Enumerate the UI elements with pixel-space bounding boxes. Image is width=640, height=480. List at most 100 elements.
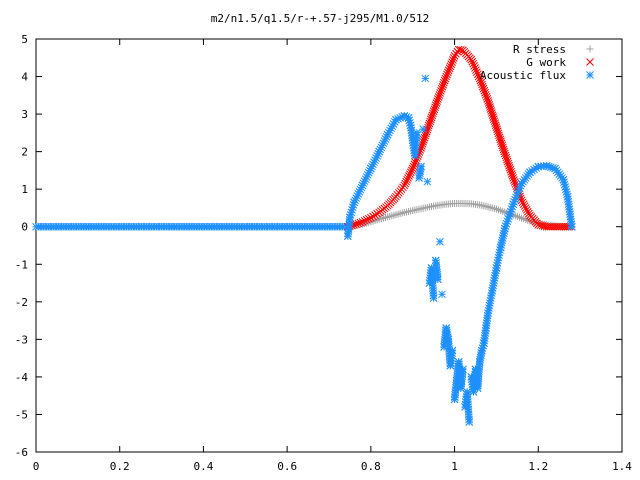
g-work-point [506, 165, 515, 174]
acoustic-flux-point [567, 222, 576, 231]
y-tick-label: 2 [21, 146, 28, 159]
g-work-point [407, 166, 416, 175]
g-work-point [419, 137, 428, 146]
g-work-point [420, 135, 428, 144]
g-work-point [467, 55, 476, 64]
g-work-point [502, 153, 511, 162]
g-work-point [367, 213, 375, 222]
g-work-point [504, 159, 513, 168]
y-tick-label: -4 [15, 371, 29, 384]
g-work-point [523, 207, 532, 216]
g-work-point [452, 49, 460, 58]
g-work-point [519, 200, 528, 209]
y-tick-label: 0 [21, 221, 28, 234]
x-tick-label: 0 [33, 460, 40, 473]
y-tick-label: 5 [21, 33, 28, 46]
x-tick-label: 0.2 [110, 460, 130, 473]
g-work-point [482, 93, 491, 101]
g-work-point [503, 157, 512, 166]
acoustic-flux-baseline [32, 222, 352, 231]
g-work-point [481, 90, 490, 99]
g-work-point [437, 87, 445, 95]
g-work-point [369, 212, 377, 221]
y-tick-label: -3 [15, 333, 28, 346]
g-work-point [362, 215, 371, 224]
acoustic-flux-point [417, 162, 425, 171]
g-work-point [442, 72, 451, 81]
g-work-point [358, 217, 367, 226]
g-work-point [431, 103, 439, 112]
g-work-point [444, 68, 452, 77]
g-work-point [483, 95, 492, 103]
acoustic-flux-point [459, 365, 467, 374]
legend-marker [586, 71, 594, 79]
g-work-point [471, 64, 479, 72]
g-work-point [443, 70, 451, 79]
g-work-point [435, 91, 444, 99]
acoustic-flux-point [429, 294, 438, 302]
g-work-point [444, 66, 453, 75]
g-work-point [364, 214, 373, 223]
g-work-point [406, 170, 414, 179]
axis-ticks [35, 38, 623, 453]
g-work-point [472, 66, 480, 74]
g-work-point [505, 163, 514, 172]
acoustic-flux-point [413, 129, 421, 137]
g-work-point [517, 196, 526, 205]
plot-frame [35, 38, 623, 453]
g-work-point [424, 123, 432, 132]
series-2 [343, 74, 576, 426]
g-work-point [409, 162, 418, 171]
g-work-point [427, 113, 436, 122]
g-work-point [440, 78, 448, 87]
g-work-point [403, 175, 411, 184]
acoustic-flux-point [438, 290, 446, 299]
x-tick-label: 0.4 [193, 460, 213, 473]
g-work-point [476, 76, 485, 85]
y-tick-label: 3 [21, 108, 28, 121]
x-tick-label: 0.6 [277, 460, 297, 473]
g-work-point [407, 168, 415, 177]
g-work-point [478, 80, 486, 89]
g-work-point [426, 117, 435, 126]
chart-marks [32, 45, 576, 426]
g-work-point [509, 174, 518, 182]
g-work-point [469, 59, 478, 68]
g-work-point [448, 58, 456, 66]
legend-marker [586, 45, 594, 53]
g-work-point [425, 119, 434, 128]
y-tick-label: -6 [15, 446, 28, 459]
g-work-point [360, 216, 369, 225]
acoustic-flux-point [433, 275, 442, 284]
g-work-point [518, 198, 527, 207]
g-work-point [420, 133, 429, 142]
y-tick-label: -1 [15, 258, 28, 271]
g-work-point [431, 101, 440, 110]
y-tick-label: -5 [15, 408, 28, 421]
g-work-point [478, 82, 487, 91]
g-work-point [421, 131, 430, 140]
acoustic-flux-point [419, 125, 428, 133]
g-work-point [354, 219, 363, 228]
g-work-point [508, 172, 517, 180]
g-work-point [505, 161, 513, 170]
g-work-point [475, 74, 484, 83]
g-work-point [401, 179, 410, 188]
g-work-point [447, 60, 456, 69]
g-work-point [479, 84, 488, 93]
x-tick-label: 1 [451, 460, 458, 473]
acoustic-flux-point [423, 177, 432, 186]
y-tick-label: -2 [15, 296, 28, 309]
g-work-point [441, 74, 450, 83]
g-work-point [400, 181, 409, 190]
g-work-point [468, 57, 477, 66]
axis-tick-labels: 0 0.2 0.4 0.6 0.8 1 1.2 1.4 -6 -5 -4 -3 -2 -1 0 1 2 3 4 5 [15, 33, 633, 473]
acoustic-flux-point [421, 74, 430, 83]
g-work-point [473, 68, 481, 77]
g-work-point [440, 76, 449, 85]
g-work-point [410, 160, 419, 169]
g-work-point [436, 89, 444, 97]
g-work-point [481, 88, 489, 97]
g-work-point [433, 95, 442, 103]
